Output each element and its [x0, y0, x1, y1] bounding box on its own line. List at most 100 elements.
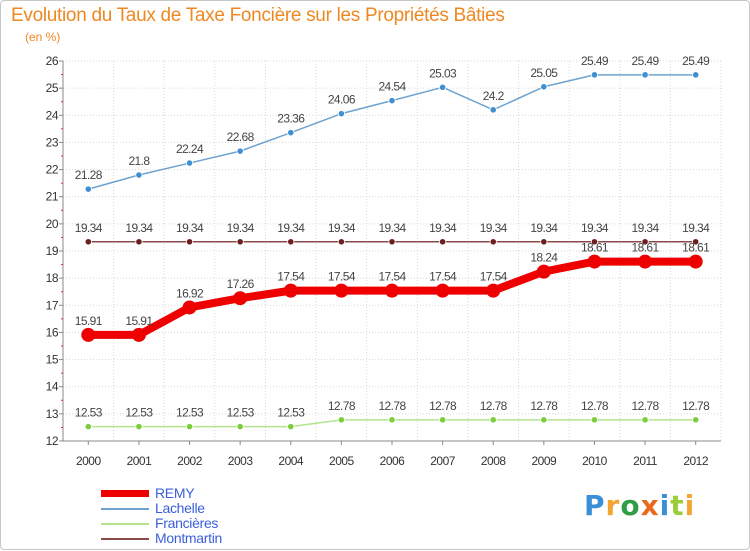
unit-label: (en %) — [25, 30, 61, 44]
data-point-francières — [439, 416, 447, 424]
data-label-remy: 17.26 — [227, 277, 255, 291]
data-point-francières — [692, 416, 700, 424]
data-label-montmartin: 19.34 — [125, 221, 153, 235]
data-point-montmartin — [590, 238, 599, 246]
x-tick-label: 2003 — [228, 454, 254, 468]
data-point-montmartin — [236, 238, 244, 246]
data-label-francières: 12.53 — [227, 406, 255, 420]
data-label-lachelle: 25.49 — [632, 54, 660, 68]
data-point-francières — [388, 416, 396, 424]
x-tick-label: 2009 — [531, 454, 557, 468]
chart-title: Evolution du Taux de Taxe Foncière sur l… — [11, 5, 505, 26]
x-tick-label: 2012 — [683, 454, 709, 468]
logo-letter: r — [605, 489, 621, 522]
x-tick-label: 2011 — [633, 454, 658, 468]
data-label-remy: 18.61 — [632, 241, 660, 255]
data-point-montmartin — [489, 238, 497, 246]
data-label-montmartin: 19.34 — [75, 221, 103, 235]
data-label-lachelle: 24.2 — [483, 89, 505, 103]
x-tick-label: 2000 — [76, 454, 102, 468]
data-point-francières — [287, 423, 295, 431]
data-label-francières: 12.53 — [176, 406, 204, 420]
x-tick-label: 2007 — [430, 454, 456, 468]
y-tick-label: 21 — [46, 190, 59, 204]
data-point-lachelle — [135, 171, 143, 179]
data-point-montmartin — [135, 238, 143, 246]
data-label-francières: 12.78 — [632, 399, 660, 413]
data-label-lachelle: 25.05 — [530, 66, 558, 80]
data-point-francières — [84, 423, 92, 431]
data-label-lachelle: 25.49 — [581, 54, 609, 68]
data-label-montmartin: 19.34 — [227, 221, 255, 235]
y-tick-label: 26 — [46, 54, 59, 68]
data-point-lachelle — [439, 83, 447, 91]
data-label-montmartin: 19.34 — [480, 221, 508, 235]
data-label-montmartin: 19.34 — [682, 221, 710, 235]
data-point-remy — [131, 327, 146, 342]
legend-swatch — [101, 490, 149, 497]
y-tick-label: 15 — [46, 353, 59, 367]
data-label-remy: 16.92 — [176, 286, 204, 300]
data-point-francières — [135, 423, 143, 431]
data-label-montmartin: 19.34 — [176, 221, 204, 235]
data-point-francières — [641, 416, 649, 424]
data-label-francières: 12.78 — [328, 399, 356, 413]
y-tick-label: 24 — [46, 108, 59, 122]
data-point-lachelle — [590, 71, 599, 79]
data-point-lachelle — [84, 185, 92, 193]
data-label-montmartin: 19.34 — [429, 221, 457, 235]
data-point-lachelle — [388, 97, 396, 105]
logo-letter: t — [670, 489, 685, 522]
data-label-francières: 12.78 — [378, 399, 406, 413]
legend-swatch — [101, 537, 149, 540]
legend-label: REMY — [155, 485, 195, 501]
data-label-remy: 17.54 — [328, 270, 356, 284]
data-point-lachelle — [692, 71, 700, 79]
data-label-remy: 15.91 — [125, 314, 153, 328]
y-tick-label: 20 — [46, 217, 59, 231]
data-label-remy: 17.54 — [378, 270, 406, 284]
data-point-francières — [236, 423, 244, 431]
data-point-remy — [283, 283, 298, 298]
data-label-francières: 12.78 — [682, 399, 710, 413]
y-tick-label: 14 — [46, 380, 59, 394]
data-label-francières: 12.53 — [125, 406, 153, 420]
data-label-remy: 17.54 — [480, 270, 508, 284]
data-label-remy: 18.24 — [530, 251, 558, 265]
data-point-remy — [688, 254, 703, 269]
data-label-remy: 18.61 — [682, 241, 710, 255]
data-label-lachelle: 22.24 — [176, 142, 204, 156]
data-point-remy — [587, 254, 602, 269]
data-point-montmartin — [439, 238, 447, 246]
data-point-lachelle — [540, 83, 548, 91]
data-label-lachelle: 25.49 — [682, 54, 710, 68]
data-label-lachelle: 24.54 — [378, 80, 406, 94]
data-label-remy: 17.54 — [277, 270, 305, 284]
data-label-lachelle: 23.36 — [277, 112, 305, 126]
logo-letter: i — [659, 489, 671, 522]
data-point-montmartin — [540, 238, 548, 246]
data-label-lachelle: 24.06 — [328, 93, 356, 107]
data-label-montmartin: 19.34 — [378, 221, 406, 235]
x-tick-label: 2010 — [582, 454, 608, 468]
logo-letter: x — [640, 489, 660, 522]
data-point-remy — [486, 283, 501, 298]
data-label-remy: 18.61 — [581, 241, 609, 255]
data-point-montmartin — [641, 238, 649, 246]
data-label-remy: 15.91 — [75, 314, 103, 328]
data-point-remy — [638, 254, 653, 269]
data-label-montmartin: 19.34 — [530, 221, 558, 235]
data-point-lachelle — [185, 159, 194, 167]
data-label-montmartin: 19.34 — [277, 221, 305, 235]
data-label-francières: 12.78 — [581, 399, 609, 413]
proxiti-logo: Proxiti — [584, 489, 695, 522]
data-label-francières: 12.78 — [480, 399, 508, 413]
data-point-montmartin — [185, 238, 194, 246]
data-point-montmartin — [337, 238, 345, 246]
data-point-remy — [385, 283, 399, 298]
y-tick-label: 23 — [46, 135, 59, 149]
x-tick-label: 2002 — [177, 454, 203, 468]
data-point-montmartin — [388, 238, 396, 246]
data-point-lachelle — [489, 106, 497, 114]
